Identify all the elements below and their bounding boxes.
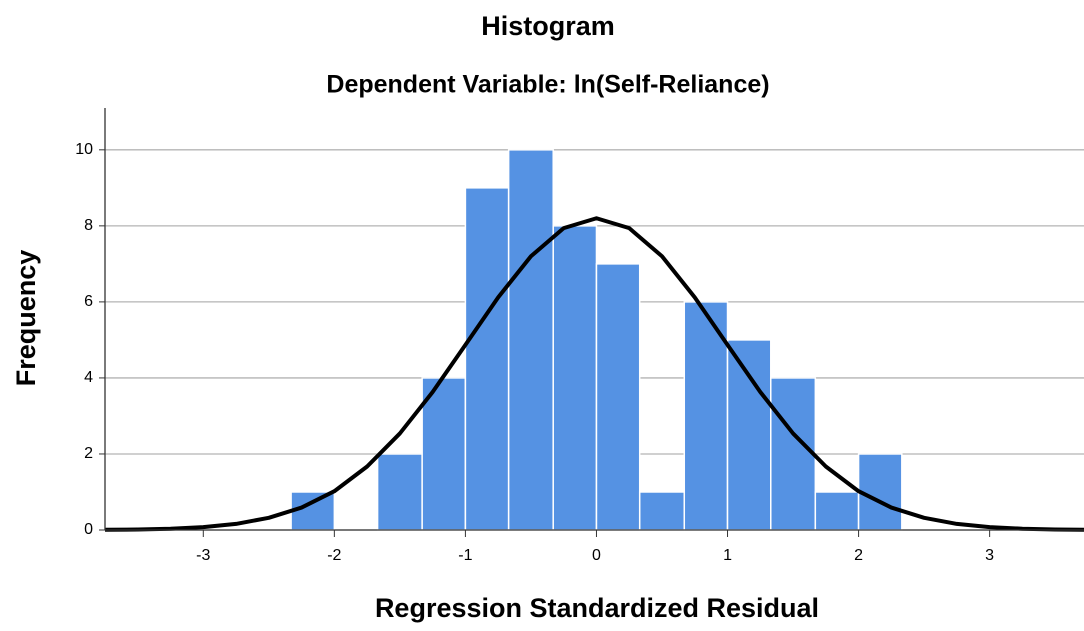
bar (595, 263, 641, 531)
bar (376, 453, 423, 531)
x-tick-label: -3 (196, 547, 210, 564)
x-tick-label: 0 (592, 547, 601, 564)
bar (507, 149, 554, 531)
chart-title: Histogram (481, 11, 615, 41)
bar (857, 453, 903, 531)
y-tick-label: 0 (84, 521, 93, 538)
bar (552, 225, 598, 531)
x-axis-label: Regression Standardized Residual (375, 593, 819, 623)
bar (770, 377, 817, 531)
y-axis-label: Frequency (11, 250, 41, 387)
x-tick-label: 1 (723, 547, 732, 564)
bar (638, 491, 686, 531)
bar (421, 377, 467, 531)
bar (464, 187, 510, 531)
y-tick-label: 6 (84, 293, 93, 310)
x-tick-label: 2 (854, 547, 863, 564)
x-tick-label: -1 (458, 547, 472, 564)
x-tick-label: -2 (327, 547, 341, 564)
bar (290, 491, 336, 531)
y-tick-label: 4 (84, 369, 93, 386)
y-tick-label: 2 (84, 445, 93, 462)
y-tick-label: 8 (84, 217, 93, 234)
bar (726, 339, 772, 531)
bar (683, 301, 729, 531)
y-tick-label: 10 (75, 141, 93, 158)
normal-curve (104, 216, 1084, 532)
chart-subtitle: Dependent Variable: ln(Self-Reliance) (326, 71, 769, 99)
bar (814, 491, 860, 531)
x-tick-label: 3 (985, 547, 994, 564)
